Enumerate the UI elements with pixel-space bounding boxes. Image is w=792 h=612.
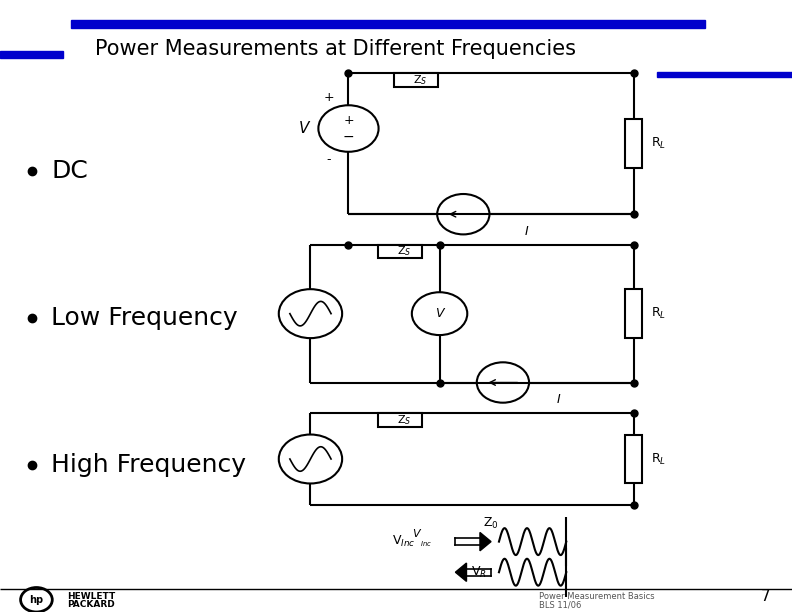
Bar — [657, 72, 792, 76]
Text: High Frequency: High Frequency — [51, 453, 246, 477]
Text: I: I — [557, 393, 560, 406]
Text: R$_L$: R$_L$ — [651, 306, 666, 321]
Text: Power Measurement Basics: Power Measurement Basics — [539, 592, 654, 600]
Text: V: V — [436, 307, 444, 320]
Text: PACKARD: PACKARD — [67, 600, 115, 608]
Bar — [379, 413, 421, 427]
Bar — [379, 245, 421, 258]
Bar — [625, 119, 642, 168]
Text: Z$_S$: Z$_S$ — [397, 413, 411, 427]
Text: HEWLETT: HEWLETT — [67, 592, 116, 600]
Text: Z$_S$: Z$_S$ — [413, 73, 427, 87]
Bar — [625, 435, 642, 483]
Bar — [0, 51, 63, 58]
Text: Z$_S$: Z$_S$ — [397, 245, 411, 258]
Text: V: V — [299, 121, 309, 136]
Text: BLS 11/06: BLS 11/06 — [539, 600, 581, 609]
Text: Power Measurements at Different Frequencies: Power Measurements at Different Frequenc… — [95, 39, 576, 59]
Text: $_{Inc}$: $_{Inc}$ — [420, 539, 432, 548]
Polygon shape — [480, 532, 491, 551]
Text: −: − — [343, 130, 354, 144]
Text: Z$_0$: Z$_0$ — [483, 516, 499, 531]
Text: R$_L$: R$_L$ — [651, 136, 666, 151]
Text: DC: DC — [51, 159, 88, 184]
Text: +: + — [343, 114, 354, 127]
Text: Low Frequency: Low Frequency — [51, 306, 238, 330]
Text: V$_{Inc}$: V$_{Inc}$ — [392, 534, 416, 549]
Text: +: + — [323, 91, 334, 105]
Polygon shape — [455, 563, 466, 581]
Bar — [625, 289, 642, 338]
Text: 7: 7 — [760, 589, 770, 603]
Text: R$_L$: R$_L$ — [651, 452, 666, 466]
Text: V$_R$: V$_R$ — [471, 565, 487, 580]
Text: -: - — [326, 152, 331, 166]
Text: V: V — [412, 529, 420, 539]
Text: hp: hp — [29, 595, 44, 605]
Text: I: I — [525, 225, 528, 238]
Bar — [394, 73, 437, 87]
Bar — [71, 20, 705, 28]
